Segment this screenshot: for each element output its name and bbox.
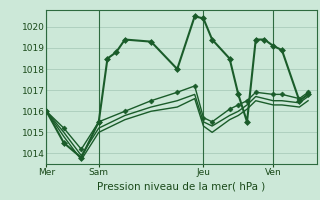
X-axis label: Pression niveau de la mer( hPa ): Pression niveau de la mer( hPa )	[98, 181, 266, 191]
